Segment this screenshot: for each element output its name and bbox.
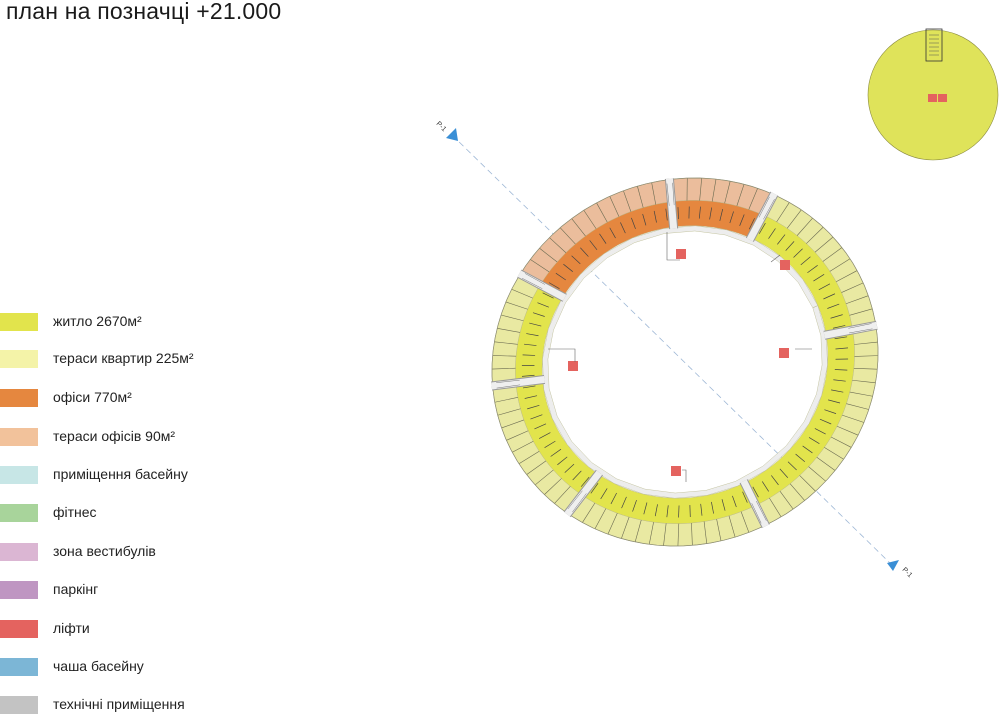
lift-square: [779, 348, 789, 358]
section-label-bottom: P-1: [901, 566, 914, 579]
lift-square: [671, 466, 681, 476]
key-plan-lift: [928, 94, 937, 102]
key-plan-lift: [938, 94, 947, 102]
lift-square: [676, 249, 686, 259]
lift-square: [568, 361, 578, 371]
section-label-top: P-1: [435, 120, 448, 133]
lift-square: [780, 260, 790, 270]
ring-building: [492, 178, 878, 546]
lift-connector: [682, 470, 686, 482]
key-plan: [868, 29, 998, 160]
section-arrow-top: [446, 128, 458, 141]
lift-connector: [548, 349, 575, 362]
